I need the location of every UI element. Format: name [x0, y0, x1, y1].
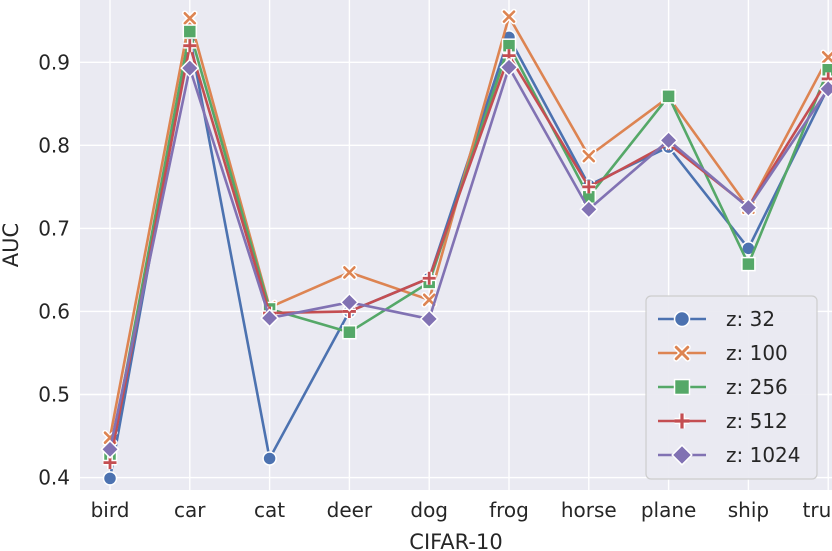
- series-line: [108, 15, 830, 438]
- data-point: [260, 308, 280, 328]
- data-point: [183, 39, 197, 53]
- legend-label: z: 100: [726, 341, 788, 365]
- x-tick-label: dog: [410, 498, 448, 522]
- y-tick-label: 0.6: [38, 299, 70, 323]
- legend-item: z: 512: [658, 409, 788, 433]
- data-point: [673, 310, 691, 328]
- legend-label: z: 1024: [726, 443, 801, 467]
- data-point: [419, 309, 439, 329]
- data-point: [422, 271, 436, 285]
- legend: z: 32 z: 100 z: 256 z: 512 z: 1024: [645, 295, 818, 480]
- data-point: [180, 58, 200, 78]
- data-point: [502, 10, 516, 23]
- series-layer: [100, 8, 832, 486]
- data-point: [343, 266, 356, 279]
- data-point: [182, 24, 198, 39]
- data-point: [661, 89, 676, 104]
- x-tick-label: ship: [728, 498, 769, 522]
- data-point: [422, 293, 436, 307]
- data-point: [673, 378, 691, 396]
- data-point: [262, 451, 277, 466]
- legend-item: z: 100: [658, 341, 788, 365]
- data-point: [818, 79, 832, 99]
- data-point: [339, 292, 359, 312]
- data-point: [674, 345, 690, 361]
- data-point: [671, 444, 693, 466]
- y-axis-label: AUC: [0, 223, 23, 267]
- data-point: [102, 471, 118, 486]
- data-point: [579, 199, 599, 219]
- legend-label: z: 256: [726, 375, 788, 399]
- x-tick-label: plane: [641, 498, 697, 522]
- tick-labels: bird car cat deer dog frog horse plane ship truck…: [38, 50, 832, 522]
- data-point: [100, 439, 120, 459]
- data-point: [674, 413, 690, 429]
- y-tick-label: 0.9: [38, 50, 70, 74]
- data-point: [738, 198, 758, 218]
- x-tick-label: bird: [91, 498, 130, 522]
- y-tick-label: 0.4: [38, 466, 70, 490]
- data-point: [342, 324, 357, 340]
- legend-label: z: 32: [726, 307, 775, 331]
- x-tick-label: deer: [327, 498, 373, 522]
- y-tick-label: 0.7: [38, 216, 70, 240]
- legend-item: z: 256: [658, 375, 788, 399]
- data-point: [582, 180, 596, 194]
- y-tick-label: 0.5: [38, 382, 70, 406]
- data-point: [582, 149, 596, 163]
- x-tick-label: truck: [803, 498, 832, 522]
- series-z-512: [103, 39, 832, 470]
- x-tick-label: cat: [254, 498, 285, 522]
- series-z-1024: [100, 57, 832, 459]
- data-point: [183, 11, 197, 25]
- legend-box: [645, 295, 818, 480]
- series-line: [108, 65, 830, 450]
- x-axis-label: CIFAR-10: [409, 530, 502, 551]
- data-point: [741, 256, 756, 272]
- x-tick-label: frog: [489, 498, 529, 522]
- x-tick-label: horse: [561, 498, 617, 522]
- x-tick-label: car: [174, 498, 206, 522]
- y-tick-label: 0.8: [38, 133, 70, 157]
- data-point: [659, 130, 679, 150]
- legend-item: z: 1024: [658, 443, 801, 467]
- data-point: [499, 57, 519, 77]
- legend-label: z: 512: [726, 409, 788, 433]
- legend-item: z: 32: [658, 307, 775, 331]
